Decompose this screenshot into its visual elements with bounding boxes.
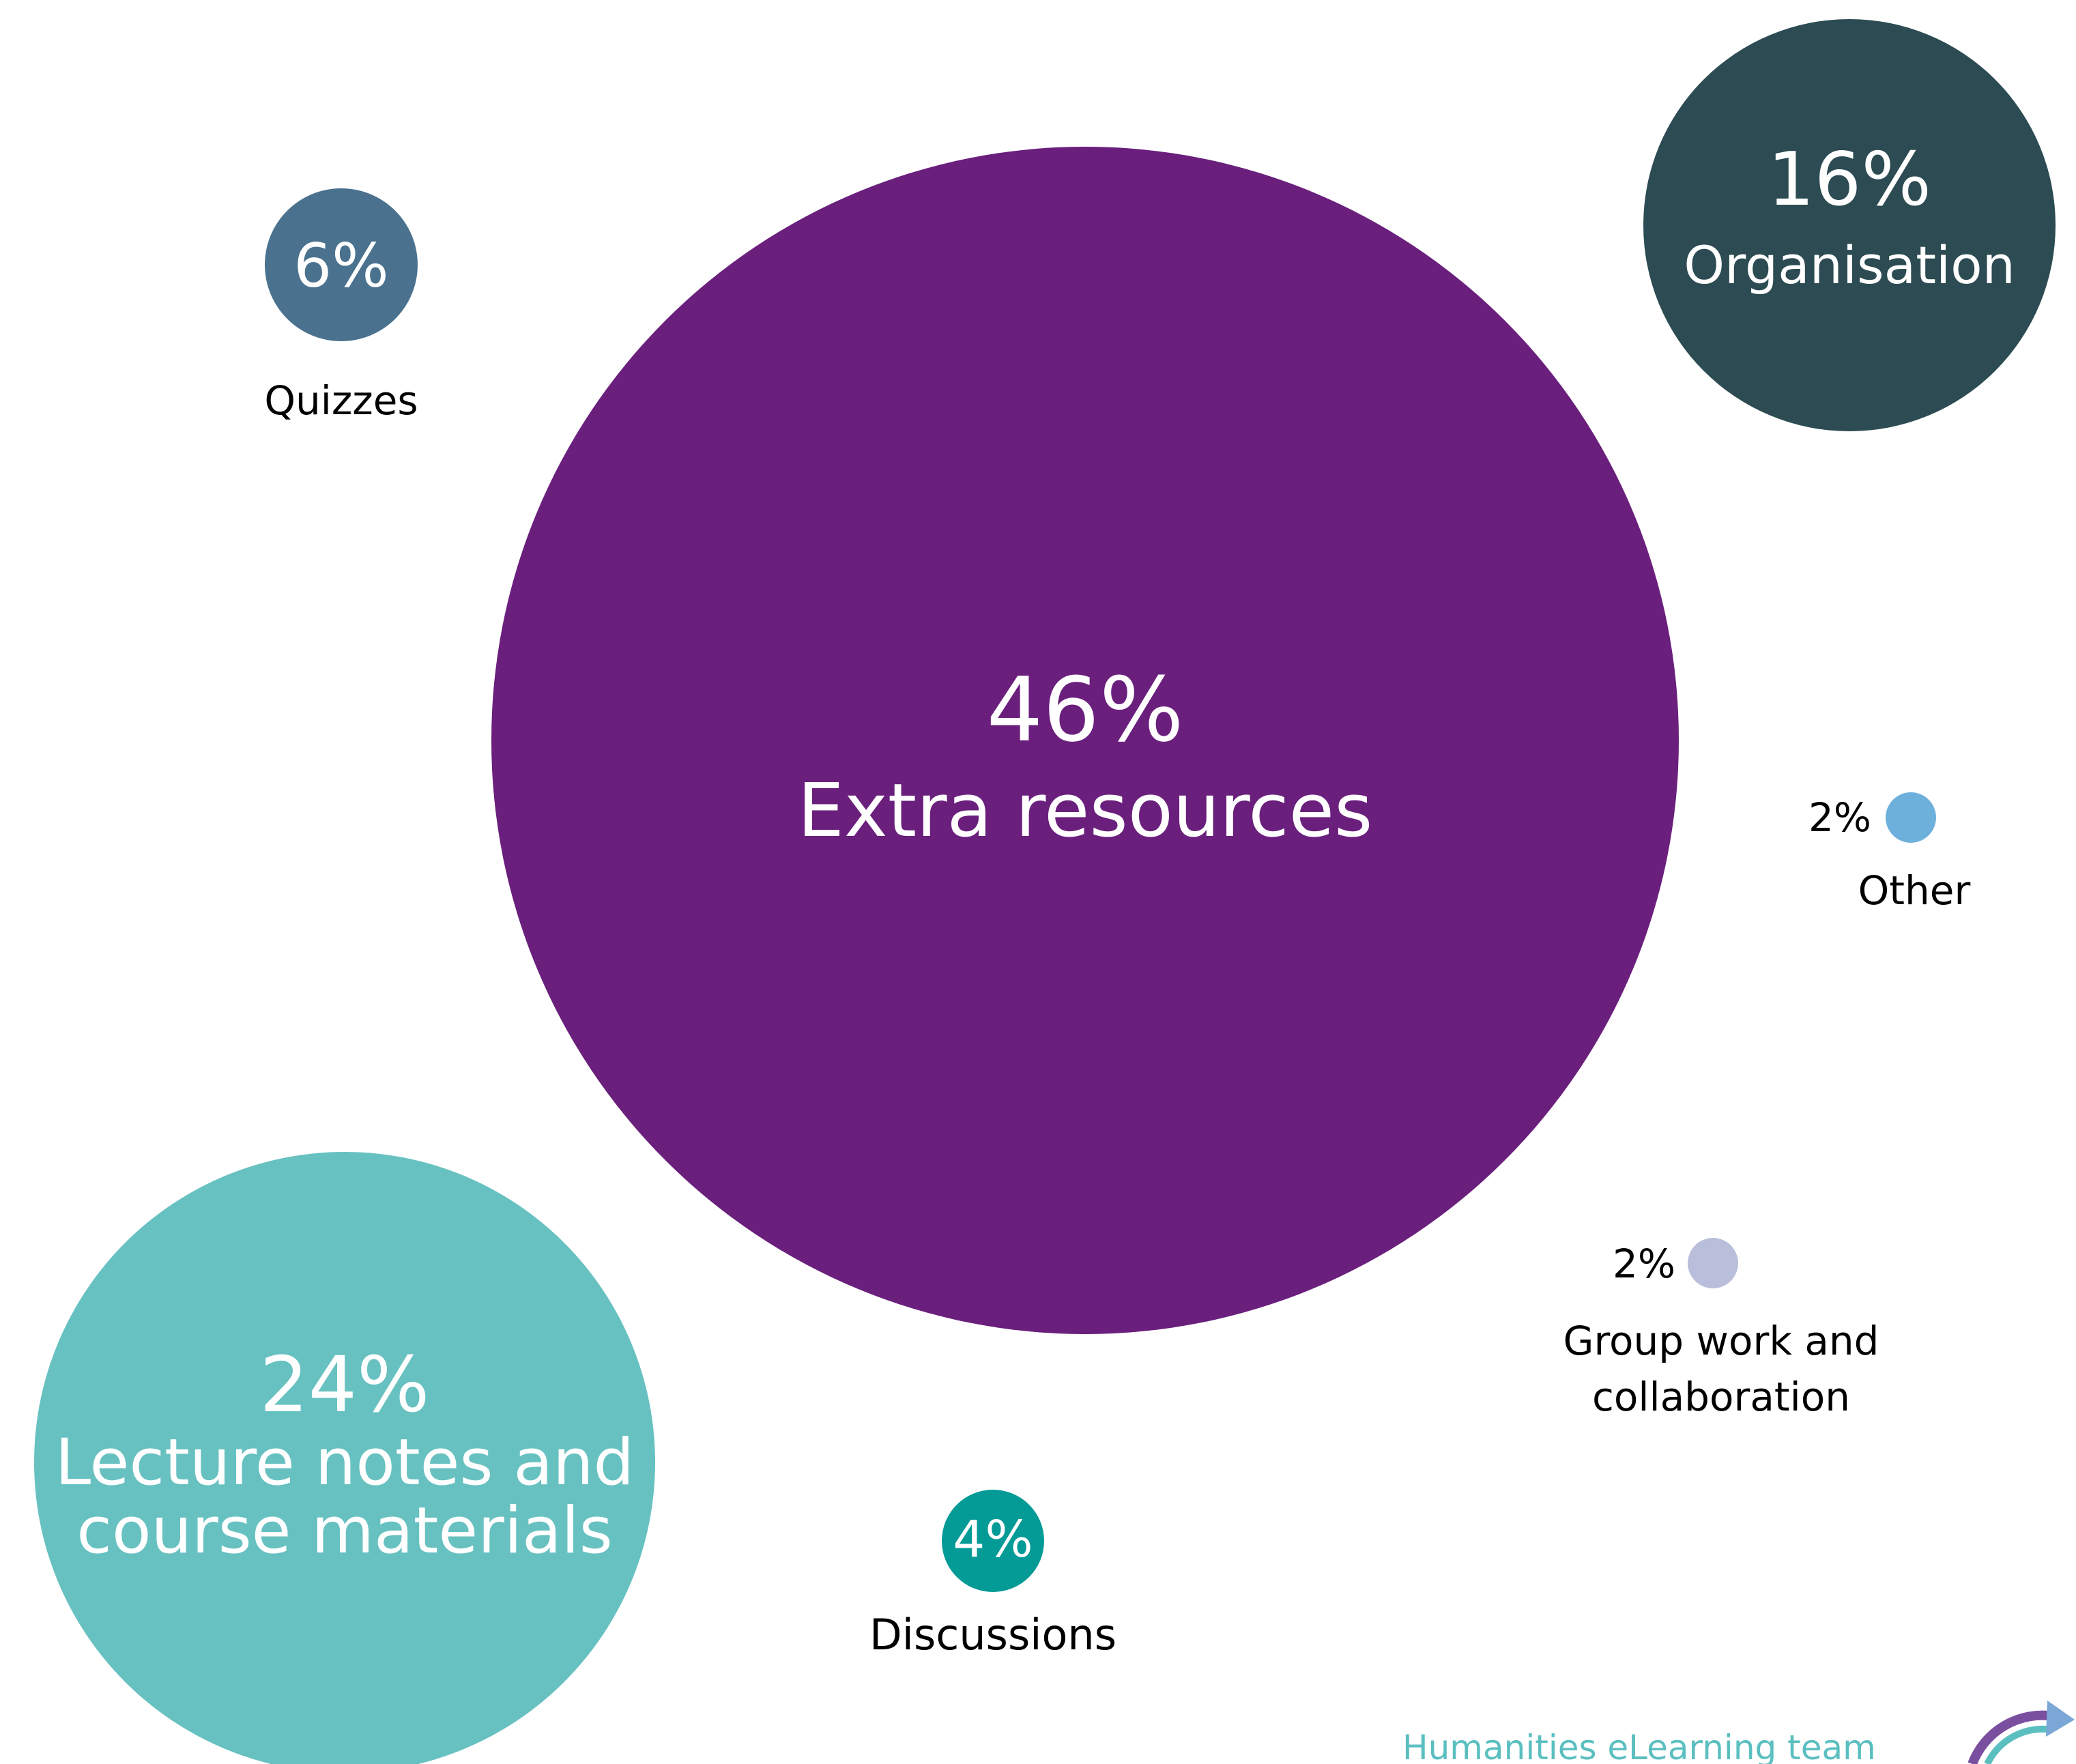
value-label-quizzes: 6% [293, 231, 389, 301]
value-label-extra-resources: 46% [987, 658, 1184, 762]
bubble-discussions [942, 1490, 1044, 1592]
name-label-extra-resources: Extra resources [798, 768, 1373, 854]
bubble-organisation [1643, 19, 2056, 431]
name-label-group-work-and-collaboration: Group work and [1563, 1318, 1879, 1364]
name-label-lecture-notes-and-course-materials: course materials [76, 1494, 612, 1568]
name-label-quizzes: Quizzes [264, 377, 418, 424]
name-label-group-work-and-collaboration: collaboration [1592, 1374, 1850, 1420]
value-label-discussions: 4% [953, 1510, 1033, 1569]
value-label-organisation: 16% [1768, 137, 1931, 222]
name-label-discussions: Discussions [869, 1610, 1116, 1660]
name-label-lecture-notes-and-course-materials: Lecture notes and [55, 1426, 634, 1500]
bubble-group-work-and-collaboration [1688, 1238, 1738, 1288]
circular-arrow-icon [1967, 1701, 2075, 1764]
footer-text: Humanities eLearning team [1402, 1728, 1876, 1764]
value-label-lecture-notes-and-course-materials: 24% [260, 1341, 430, 1430]
bubble-quizzes [265, 188, 418, 341]
bubble-other [1886, 792, 1936, 843]
bubble-extra-resources [491, 147, 1679, 1334]
value-label-other: 2% [1808, 794, 1871, 841]
value-label-group-work-and-collaboration: 2% [1613, 1241, 1675, 1287]
name-label-other: Other [1858, 867, 1971, 914]
name-label-organisation: Organisation [1684, 235, 2015, 295]
bubble-lecture-notes-and-course-materials [34, 1152, 655, 1764]
